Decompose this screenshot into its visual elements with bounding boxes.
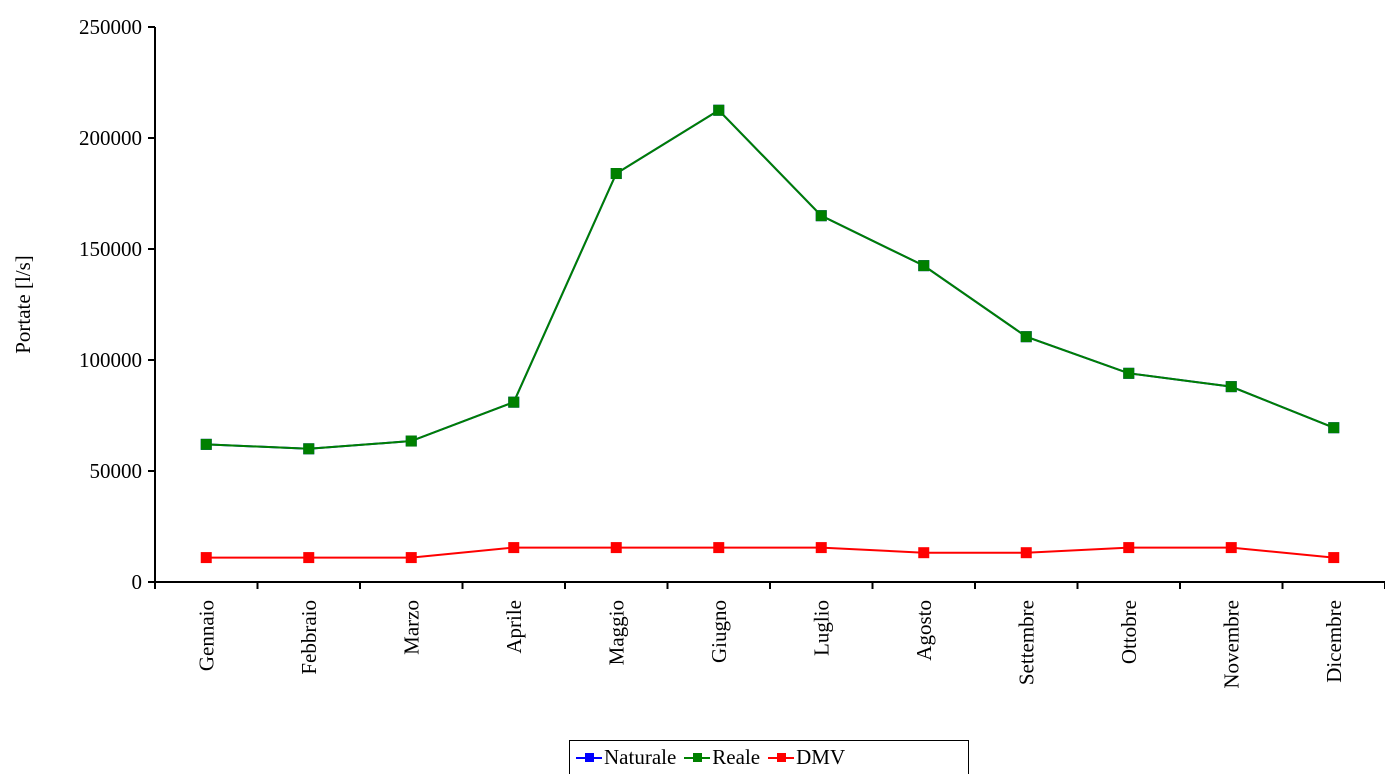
y-tick-label: 200000 bbox=[79, 126, 142, 150]
legend-swatch-dmv bbox=[768, 751, 795, 765]
legend-label-reale: Reale bbox=[712, 745, 761, 769]
data-point-reale bbox=[713, 104, 725, 116]
data-point-dmv bbox=[1020, 547, 1032, 559]
legend-swatch-naturale bbox=[576, 751, 602, 765]
data-point-dmv bbox=[405, 552, 417, 564]
x-tick-label: Luglio bbox=[809, 600, 833, 656]
y-tick-labels: 0 50000 100000 150000 200000 250000 bbox=[79, 15, 142, 594]
data-point-dmv bbox=[713, 542, 725, 554]
y-tick-label: 0 bbox=[132, 570, 143, 594]
x-tick-label: Febbraio bbox=[297, 600, 321, 675]
data-point-dmv bbox=[303, 552, 315, 564]
x-tick-label: Maggio bbox=[604, 600, 628, 665]
data-point-dmv bbox=[815, 542, 827, 554]
data-point-reale bbox=[1225, 381, 1237, 393]
legend-swatch-reale bbox=[684, 751, 711, 765]
series-reale bbox=[200, 104, 1340, 455]
data-point-reale bbox=[508, 396, 520, 408]
data-point-dmv bbox=[1123, 542, 1135, 554]
x-tick-label: Marzo bbox=[399, 600, 423, 655]
y-tick-label: 250000 bbox=[79, 15, 142, 39]
x-tick-label: Settembre bbox=[1014, 600, 1038, 685]
line-chart: 0 50000 100000 150000 200000 250000 Gennaio Fe… bbox=[11, 15, 1385, 689]
x-tick-label: Gennaio bbox=[194, 600, 218, 671]
data-point-reale bbox=[1123, 367, 1135, 379]
legend-item-dmv: DMV bbox=[768, 745, 845, 770]
series-naturale bbox=[200, 104, 1340, 455]
series-line-reale bbox=[206, 108, 1335, 450]
legend-item-naturale: Naturale bbox=[576, 745, 676, 770]
series-group bbox=[200, 104, 1340, 564]
series-line-dmv bbox=[206, 546, 1334, 559]
data-point-dmv bbox=[1225, 542, 1237, 554]
legend-label-naturale: Naturale bbox=[604, 745, 677, 769]
y-tick-label: 50000 bbox=[90, 459, 143, 483]
x-tick-label: Aprile bbox=[502, 600, 526, 654]
data-point-reale bbox=[918, 260, 930, 272]
y-axis-title: Portate [l/s] bbox=[11, 255, 35, 354]
x-tick-labels: Gennaio Febbraio Marzo Aprile Maggio Giugno Lu… bbox=[194, 600, 1346, 689]
series-dmv bbox=[200, 542, 1340, 564]
x-tick-label: Dicembre bbox=[1322, 600, 1346, 683]
data-point-dmv bbox=[200, 552, 212, 564]
x-tick-label: Agosto bbox=[912, 600, 936, 661]
data-point-reale bbox=[610, 168, 622, 180]
data-point-reale bbox=[1020, 331, 1032, 343]
series-line-naturale bbox=[206, 108, 1335, 450]
x-tick-label: Novembre bbox=[1219, 600, 1243, 689]
data-point-reale bbox=[405, 435, 417, 447]
data-point-reale bbox=[200, 438, 212, 450]
x-tick-label: Giugno bbox=[707, 600, 731, 663]
x-tick-label: Ottobre bbox=[1117, 600, 1141, 664]
data-point-reale bbox=[815, 210, 827, 222]
data-point-dmv bbox=[918, 547, 930, 559]
y-tick-label: 150000 bbox=[79, 237, 142, 261]
y-tick-label: 100000 bbox=[79, 348, 142, 372]
data-point-reale bbox=[303, 443, 315, 455]
legend-item-reale: Reale bbox=[684, 745, 760, 770]
data-point-dmv bbox=[508, 542, 520, 554]
legend: Naturale Reale DMV bbox=[569, 740, 969, 774]
legend-label-dmv: DMV bbox=[796, 745, 846, 769]
data-point-reale bbox=[1328, 422, 1340, 434]
data-point-dmv bbox=[610, 542, 622, 554]
data-point-dmv bbox=[1328, 552, 1340, 564]
axes bbox=[148, 26, 1385, 589]
